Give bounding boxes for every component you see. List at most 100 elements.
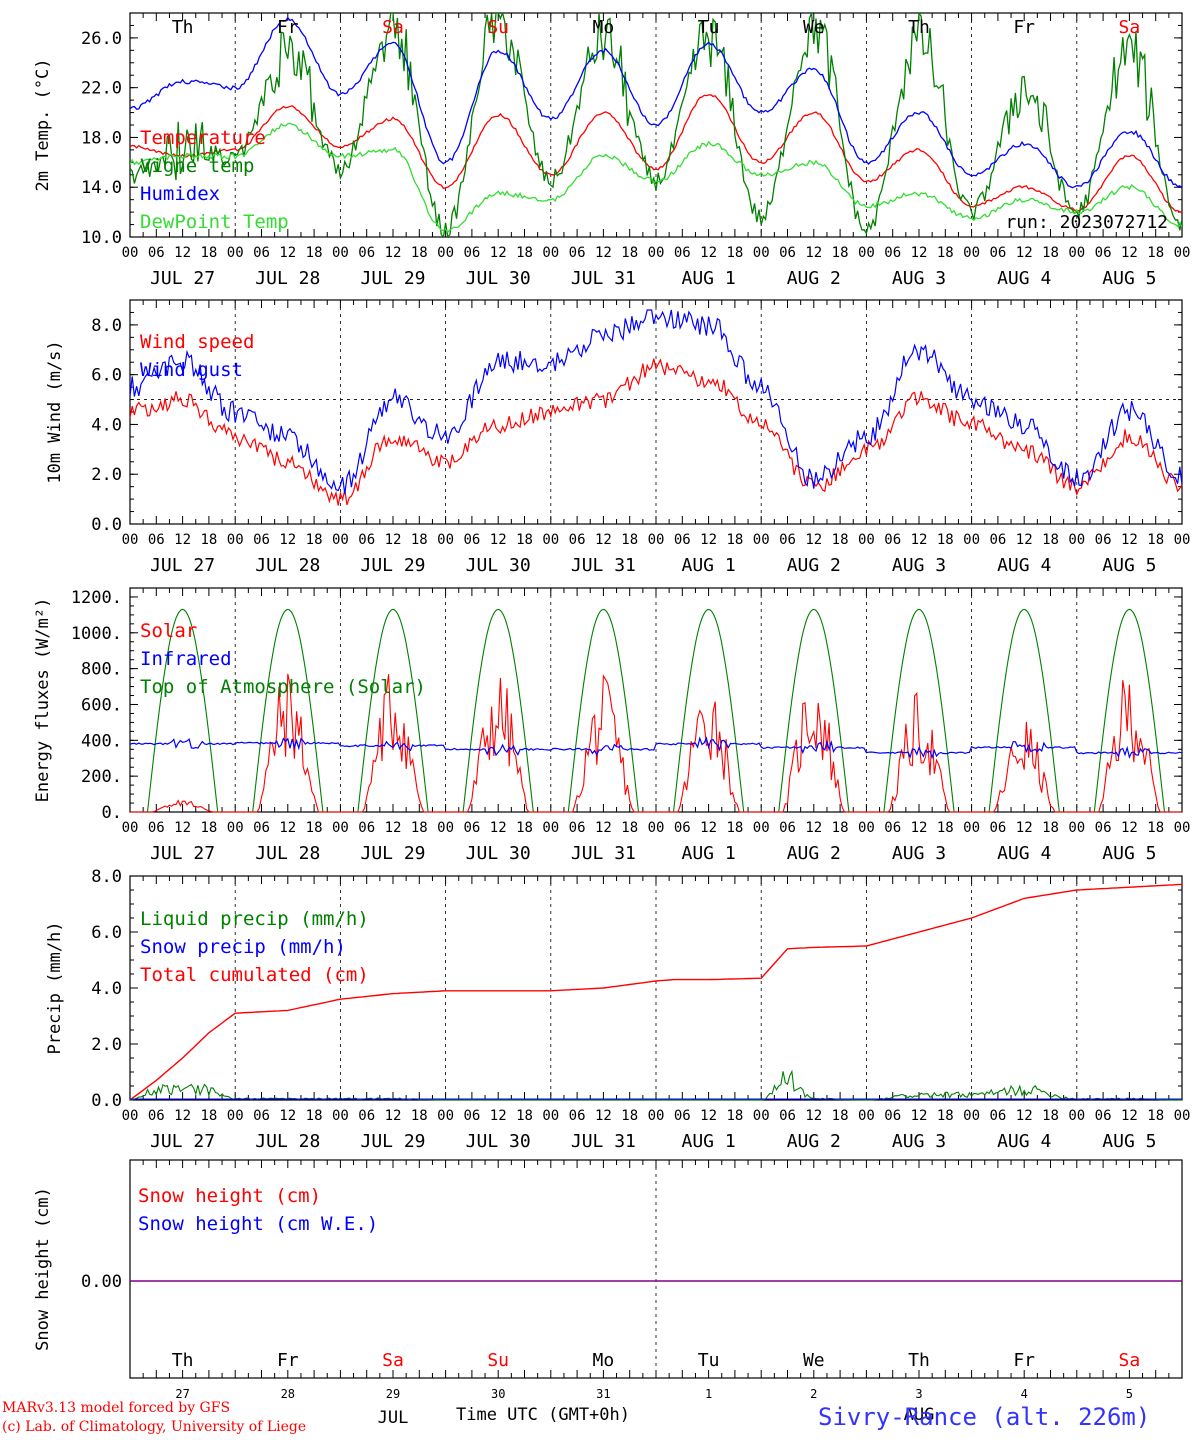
day-name: Tu [698, 1350, 720, 1371]
hour-label: 00 [753, 820, 770, 836]
date-label: JUL 29 [360, 268, 425, 289]
hour-label: 18 [1042, 1108, 1059, 1124]
hour-label: 12 [805, 820, 822, 836]
hour-label: 12 [805, 1108, 822, 1124]
y-tick-label: 400. [81, 731, 122, 751]
hour-label: 18 [621, 820, 638, 836]
hour-label: 06 [463, 532, 480, 548]
hour-label: 00 [963, 245, 980, 261]
temperature-series [130, 13, 1182, 237]
hour-label: 06 [569, 820, 586, 836]
date-label: AUG 5 [1102, 555, 1156, 576]
hour-label: 18 [306, 1108, 323, 1124]
hour-label: 18 [621, 245, 638, 261]
hour-label: 12 [700, 1108, 717, 1124]
y-axis-label: Snow height (cm) [33, 1187, 53, 1351]
day-names-bottom: Th Fr Sa Su Mo Tu We Th Fr Sa [172, 1350, 1140, 1371]
hour-label: 06 [989, 532, 1006, 548]
y-tick-label: 600. [81, 695, 122, 715]
date-label: JUL 27 [150, 843, 215, 864]
hour-label: 06 [674, 245, 691, 261]
series-wind-speed-line [129, 358, 1183, 506]
run-label: run: 2023072712 [1005, 212, 1168, 233]
y-tick-label: 8.0 [91, 316, 122, 336]
legend-entry: Solar [140, 620, 197, 642]
hour-label: 12 [805, 245, 822, 261]
day-name: Sa [382, 1350, 404, 1371]
day-number: 31 [596, 1387, 610, 1401]
hour-label: 12 [279, 1108, 296, 1124]
hour-label: 00 [437, 245, 454, 261]
hour-label: 00 [858, 532, 875, 548]
precip-series [129, 883, 1183, 1101]
y-ticks: 0.00 [81, 1272, 1182, 1292]
day-numbers: 27 28 29 30 31 1 2 3 4 5 [175, 1387, 1133, 1401]
hour-label: 12 [1016, 820, 1033, 836]
hour-label: 18 [200, 532, 217, 548]
date-label: AUG 4 [997, 555, 1051, 576]
hour-label: 12 [490, 532, 507, 548]
hour-label: 06 [884, 245, 901, 261]
series-liquid-precip-line [129, 1069, 1182, 1101]
hour-label: 00 [858, 245, 875, 261]
hour-label: 00 [858, 820, 875, 836]
hour-label: 12 [595, 1108, 612, 1124]
y-ticks: 0.0 2.0 4.0 6.0 8.0 [91, 867, 1182, 1111]
hour-label: 12 [595, 532, 612, 548]
legend-entry: DewPoint Temp [140, 211, 289, 233]
month-labels: JUL AUG [378, 1405, 935, 1428]
hour-label: 12 [174, 820, 191, 836]
series-dewpoint-temp-line [130, 122, 1182, 234]
hour-label: 18 [937, 1108, 954, 1124]
day-name: Mo [593, 17, 615, 38]
hour-label: 18 [306, 820, 323, 836]
day-grid [234, 876, 1078, 1100]
day-name: Sa [382, 17, 404, 38]
hour-label: 12 [490, 245, 507, 261]
legend-entry: Liquid precip (mm/h) [140, 908, 369, 930]
legend-energy: Solar Infrared Top of Atmosphere (Solar) [140, 620, 426, 698]
y-tick-label: 8.0 [91, 867, 122, 887]
hour-label: 06 [884, 820, 901, 836]
y-tick-label: 6.0 [91, 923, 122, 943]
hour-label: 18 [832, 245, 849, 261]
legend-entry: Vigne temp [140, 155, 254, 177]
hour-label: 12 [911, 532, 928, 548]
hour-label: 00 [437, 532, 454, 548]
y-tick-label: 6.0 [91, 366, 122, 386]
hour-label: 12 [279, 532, 296, 548]
y-tick-label: 0.0 [91, 1091, 122, 1111]
hour-label: 00 [753, 245, 770, 261]
hour-label: 12 [700, 245, 717, 261]
hour-label: 12 [911, 820, 928, 836]
hour-label: 06 [1095, 532, 1112, 548]
hour-label: 18 [411, 820, 428, 836]
day-name: Th [172, 1350, 194, 1371]
legend-entry: Top of Atmosphere (Solar) [140, 676, 426, 698]
date-label: AUG 2 [787, 555, 841, 576]
date-label: AUG 4 [997, 268, 1051, 289]
date-label: JUL 30 [466, 843, 531, 864]
hour-label: 06 [779, 532, 796, 548]
hour-label: 12 [1121, 245, 1138, 261]
hour-label: 12 [385, 245, 402, 261]
date-label: JUL 27 [150, 268, 215, 289]
legend-entry: Total cumulated (cm) [140, 964, 369, 986]
hour-label: 00 [122, 820, 139, 836]
legend-entry: Infrared [140, 648, 232, 670]
hour-label: 06 [884, 532, 901, 548]
date-label: JUL 28 [255, 268, 320, 289]
hour-label: 00 [227, 532, 244, 548]
y-tick-label: 4.0 [91, 415, 122, 435]
y-ticks: 0. 200. 400. 600. 800. 1000. 1200. [71, 587, 1182, 823]
hour-label: 12 [1016, 532, 1033, 548]
date-label: JUL 30 [466, 555, 531, 576]
hour-label: 00 [122, 245, 139, 261]
y-tick-label: 18.0 [81, 128, 122, 148]
x-axis-title: Time UTC (GMT+0h) [456, 1405, 630, 1425]
day-name: Fr [277, 17, 299, 38]
y-tick-label: 26.0 [81, 29, 122, 49]
y-tick-label: 800. [81, 660, 122, 680]
hour-label: 12 [1016, 1108, 1033, 1124]
